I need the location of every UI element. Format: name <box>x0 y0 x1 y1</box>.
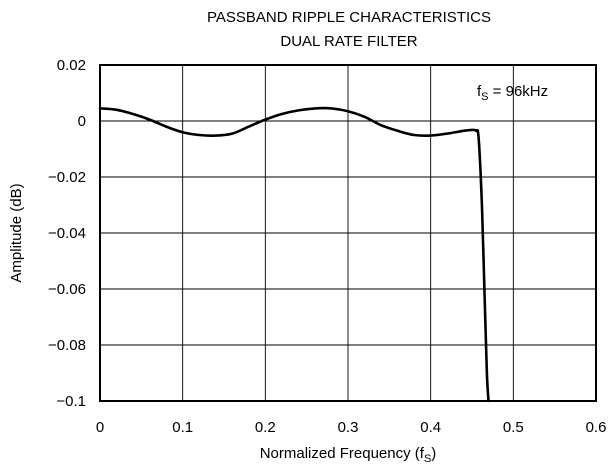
chart-subtitle: DUAL RATE FILTER <box>280 33 417 50</box>
x-axis-label-sub: S <box>424 453 431 465</box>
plot-frame <box>99 64 597 402</box>
y-tick-label: −0.04 <box>48 225 86 242</box>
x-tick-label: 0.2 <box>255 419 276 436</box>
x-axis-label: Normalized Frequency (fS) <box>260 445 437 465</box>
y-tick-label: −0.06 <box>48 281 86 298</box>
fs-annotation-suffix: = 96kHz <box>489 83 549 100</box>
y-tick-label: −0.1 <box>56 393 86 410</box>
x-axis-label-main: Normalized Frequency (f <box>260 445 425 462</box>
fs-annotation: fS = 96kHz <box>477 83 548 103</box>
x-tick-label: 0.3 <box>338 419 359 436</box>
x-tick-labels: 0 0.1 0.2 0.3 0.4 0.5 0.6 <box>96 419 607 436</box>
grid-lines <box>100 65 596 401</box>
y-tick-labels: 0.02 0 −0.02 −0.04 −0.06 −0.08 −0.1 <box>48 57 86 410</box>
series-line <box>98 106 490 403</box>
y-axis-label: Amplitude (dB) <box>8 183 25 282</box>
y-tick-label: −0.08 <box>48 337 86 354</box>
fs-annotation-prefix: f <box>477 83 482 100</box>
y-tick-label: 0 <box>78 113 86 130</box>
x-axis-label-tail: ) <box>431 445 436 462</box>
x-tick-label: 0.6 <box>586 419 607 436</box>
fs-annotation-sub: S <box>481 91 488 103</box>
x-tick-label: 0 <box>96 419 104 436</box>
x-tick-label: 0.5 <box>503 419 524 436</box>
y-tick-label: −0.02 <box>48 169 86 186</box>
x-tick-label: 0.1 <box>172 419 193 436</box>
y-tick-label: 0.02 <box>57 57 86 74</box>
x-tick-label: 0.4 <box>420 419 441 436</box>
chart-title: PASSBAND RIPPLE CHARACTERISTICS <box>207 9 491 26</box>
